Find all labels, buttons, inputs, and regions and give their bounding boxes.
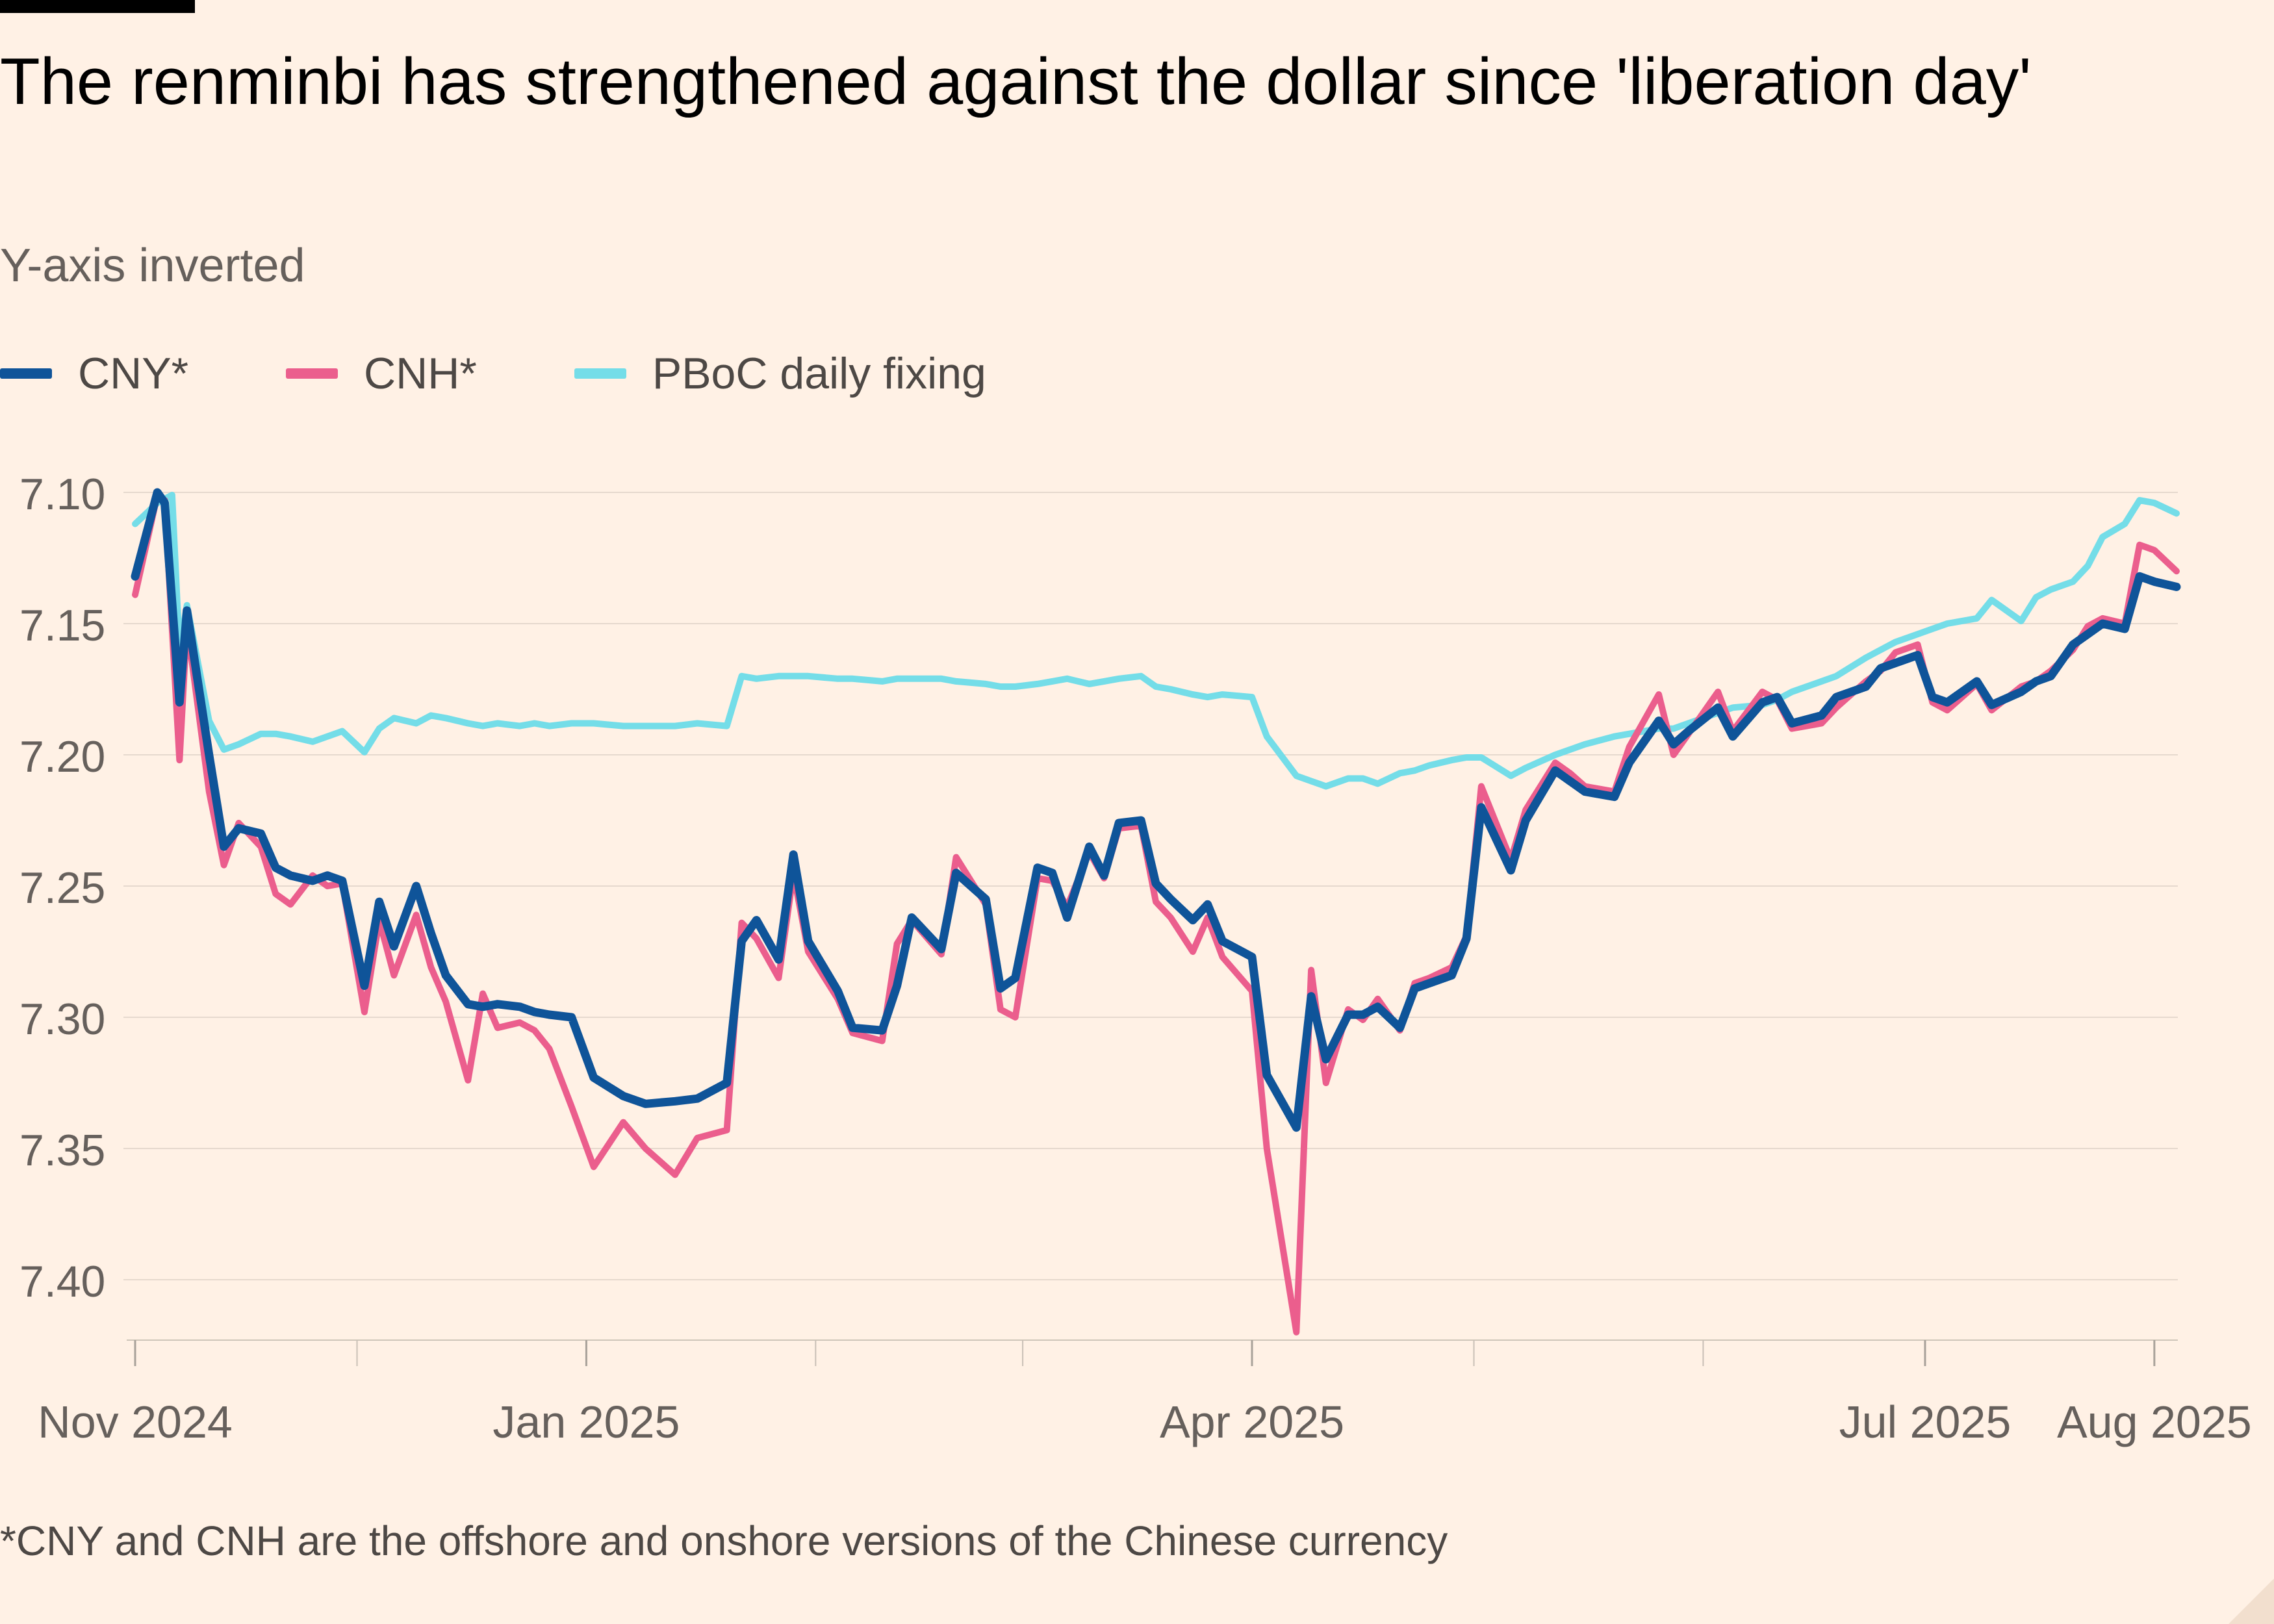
x-tick-label: Apr 2025 — [1160, 1397, 1344, 1447]
y-tick-label: 7.35 — [19, 1126, 105, 1175]
legend-item-cny: CNY* — [0, 348, 188, 399]
y-tick-label: 7.15 — [19, 601, 105, 650]
line-chart: 7.10 7.15 7.20 7.25 7.30 7.35 7.40 Nov 2024 Jan… — [19, 470, 2252, 1447]
legend-label-pboc: PBoC daily fixing — [652, 349, 986, 398]
legend-swatch-cny — [0, 368, 52, 379]
chart-subtitle: Y-axis inverted — [0, 240, 305, 292]
legend-item-pboc: PBoC daily fixing — [574, 348, 986, 399]
legend-item-cnh: CNH* — [286, 348, 477, 399]
x-tick-label: Jul 2025 — [1839, 1397, 2012, 1447]
y-tick-label: 7.20 — [19, 732, 105, 781]
x-tick-label: Jan 2025 — [492, 1397, 680, 1447]
legend: CNY* CNH* PBoC daily fixing — [0, 344, 1084, 403]
y-axis-ticks: 7.10 7.15 7.20 7.25 7.30 7.35 7.40 — [19, 470, 105, 1306]
series-lines — [131, 488, 2181, 1336]
footnote: *CNY and CNH are the offshore and onshor… — [0, 1517, 1448, 1564]
legend-label-cnh: CNH* — [364, 349, 477, 398]
corner-fold — [2229, 1579, 2274, 1624]
x-tick-label: Nov 2024 — [38, 1397, 233, 1447]
legend-swatch-pboc — [574, 368, 626, 379]
gridlines — [123, 492, 2178, 1280]
series-line-cny — [131, 488, 2181, 1132]
y-tick-label: 7.30 — [19, 995, 105, 1044]
series-line-pboc — [132, 492, 2180, 790]
x-axis: Nov 2024 Jan 2025 Apr 2025 Jul 2025 Aug 2025 — [38, 1339, 2252, 1447]
y-tick-label: 7.10 — [19, 470, 105, 519]
legend-label-cny: CNY* — [78, 349, 189, 398]
x-tick-label: Aug 2025 — [2057, 1397, 2252, 1447]
legend-swatch-cnh — [286, 368, 339, 379]
brand-bar — [0, 0, 195, 13]
series-line-cnh — [132, 492, 2180, 1336]
y-tick-label: 7.40 — [19, 1257, 105, 1306]
y-tick-label: 7.25 — [19, 863, 105, 913]
chart-title: The renminbi has strengthened against th… — [0, 45, 2032, 118]
